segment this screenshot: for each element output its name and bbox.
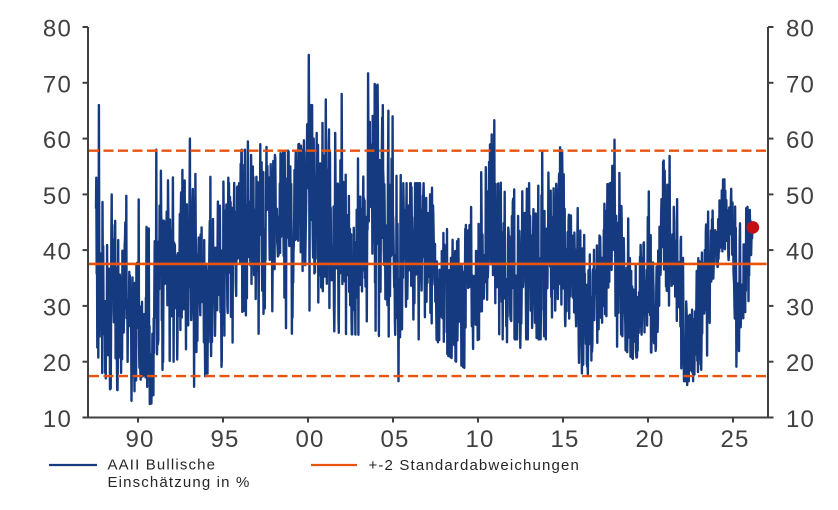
svg-text:00: 00 [295,426,324,453]
svg-text:25: 25 [720,426,749,453]
svg-text:80: 80 [786,16,815,43]
svg-text:Einschätzung in %: Einschätzung in % [108,474,251,491]
svg-text:70: 70 [786,71,815,98]
svg-text:10: 10 [786,406,815,433]
svg-text:15: 15 [550,426,579,453]
svg-text:30: 30 [786,294,815,321]
svg-text:10: 10 [43,406,72,433]
svg-text:AAII Bullische: AAII Bullische [108,457,217,474]
svg-text:50: 50 [43,183,72,210]
svg-text:05: 05 [380,426,409,453]
svg-text:90: 90 [125,426,154,453]
svg-text:20: 20 [43,350,72,377]
svg-text:20: 20 [635,426,664,453]
svg-text:80: 80 [43,16,72,43]
svg-text:50: 50 [786,183,815,210]
svg-text:40: 40 [786,239,815,266]
svg-text:95: 95 [210,426,239,453]
svg-text:30: 30 [43,294,72,321]
svg-text:60: 60 [43,127,72,154]
svg-text:+-2 Standardabweichungen: +-2 Standardabweichungen [369,457,581,474]
svg-text:20: 20 [786,350,815,377]
svg-text:60: 60 [786,127,815,154]
svg-text:10: 10 [465,426,494,453]
svg-text:40: 40 [43,239,72,266]
svg-text:70: 70 [43,71,72,98]
